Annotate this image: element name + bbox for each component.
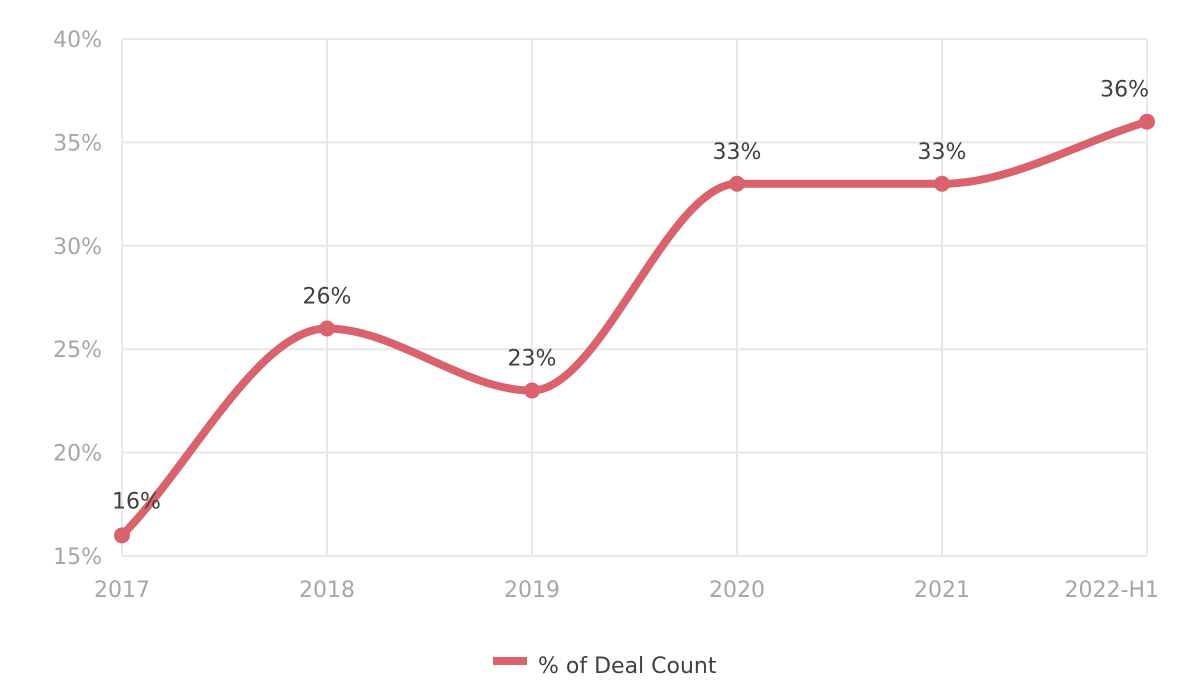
data-point <box>524 382 540 399</box>
data-point <box>729 175 745 192</box>
grid-lines <box>121 38 1148 557</box>
y-tick-label: 30% <box>53 235 102 260</box>
data-label: 23% <box>508 347 557 372</box>
legend: % of Deal Count <box>493 654 717 679</box>
y-tick-label: 25% <box>53 338 102 363</box>
y-tick-label: 20% <box>53 442 102 467</box>
data-point <box>319 320 335 337</box>
x-axis-tick-labels: 2017 2018 2019 2020 2021 2022-H1 <box>94 578 1159 603</box>
y-tick-label: 15% <box>53 545 102 570</box>
x-tick-label: 2017 <box>94 578 150 603</box>
legend-label: % of Deal Count <box>538 654 717 679</box>
data-points <box>114 113 1155 544</box>
data-point <box>1139 113 1155 130</box>
data-point <box>114 527 130 544</box>
series-line-group <box>118 117 1151 540</box>
x-tick-label: 2022-H1 <box>1065 578 1159 603</box>
data-label: 36% <box>1100 78 1149 103</box>
y-tick-label: 35% <box>53 131 102 156</box>
x-tick-label: 2018 <box>299 578 355 603</box>
data-label: 16% <box>112 489 161 514</box>
x-tick-label: 2019 <box>504 578 560 603</box>
data-label: 33% <box>713 140 762 165</box>
data-labels: 16% 26% 23% 33% 33% 36% <box>112 78 1149 515</box>
x-tick-label: 2020 <box>709 578 765 603</box>
y-tick-label: 40% <box>53 28 102 53</box>
data-label: 26% <box>303 285 352 310</box>
x-tick-label: 2021 <box>914 578 970 603</box>
y-axis-tick-labels: 15% 20% 25% 30% 35% 40% <box>53 28 102 570</box>
data-label: 33% <box>918 140 967 165</box>
series-line <box>118 117 1151 540</box>
data-point <box>934 175 950 192</box>
